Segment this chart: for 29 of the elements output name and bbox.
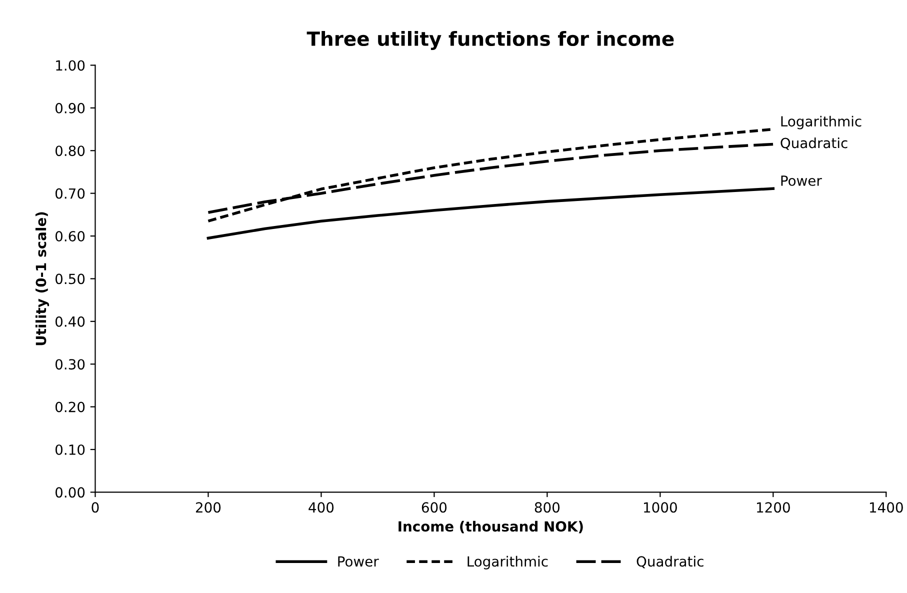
y-tick-label: 0.70: [56, 188, 85, 199]
y-tick-label: 0.90: [56, 102, 85, 114]
y-tick-label: 0.80: [56, 146, 85, 156]
y-tick-label: 0.40: [56, 316, 85, 327]
y-tick-label: 0.00: [56, 487, 85, 498]
y-axis-title: Utility (0-1 scale): [35, 212, 50, 346]
chart-title: Three utility functions for income: [306, 31, 674, 50]
line-series: [206, 187, 775, 240]
y-tick-label: 0.20: [56, 402, 85, 412]
y-tick-label: 0.60: [56, 230, 85, 242]
x-tick-label: 0: [92, 502, 99, 513]
x-axis-title: Income (thousand NOK): [398, 520, 583, 534]
legend-label: Logarithmic: [468, 556, 548, 570]
text: Quadratic: [780, 137, 848, 150]
x-tick-label: 600: [422, 502, 447, 513]
legend-label: Quadratic: [636, 556, 704, 568]
x-tick-label: 400: [308, 502, 334, 513]
y-tick-label: 0.50: [56, 274, 85, 284]
text: Power: [781, 176, 822, 186]
x-tick-label: 1200: [757, 502, 790, 513]
x-tick-label: 1000: [644, 502, 677, 513]
y-tick-label: 0.30: [56, 359, 85, 370]
legend-label: Power: [338, 556, 379, 567]
y-tick-label: 0.10: [56, 444, 85, 455]
x-tick-label: 200: [196, 502, 221, 513]
x-tick-label: 1400: [870, 502, 903, 513]
y-tick-label: 1.00: [56, 60, 85, 71]
text: Logarithmic: [781, 116, 862, 130]
x-tick-label: 800: [534, 502, 560, 513]
